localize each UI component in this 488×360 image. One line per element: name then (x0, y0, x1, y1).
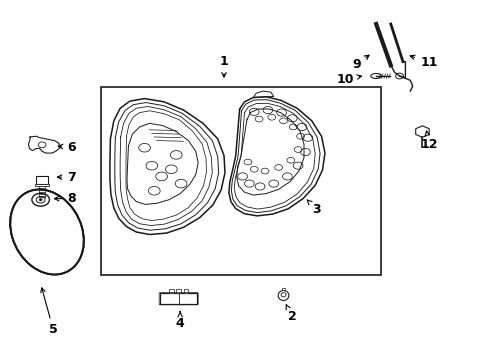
Bar (168, 289, 173, 293)
Text: 7: 7 (57, 171, 76, 184)
Text: 9: 9 (352, 55, 368, 71)
Text: 2: 2 (285, 305, 296, 324)
Text: 12: 12 (419, 131, 437, 150)
Ellipse shape (370, 73, 381, 78)
Ellipse shape (281, 293, 285, 297)
Ellipse shape (278, 291, 288, 301)
Text: 8: 8 (54, 192, 76, 205)
Bar (160, 293, 197, 304)
Text: 11: 11 (409, 55, 437, 69)
Text: 10: 10 (336, 73, 361, 86)
Bar (35, 184, 49, 186)
Bar (176, 289, 181, 293)
Text: 4: 4 (175, 311, 184, 330)
Circle shape (39, 199, 42, 201)
Bar (101, 87, 380, 275)
Bar (281, 288, 285, 291)
Text: 5: 5 (41, 288, 58, 336)
Text: 3: 3 (306, 200, 320, 216)
Text: 1: 1 (219, 55, 228, 77)
Text: 6: 6 (58, 140, 76, 153)
Bar (36, 176, 48, 184)
Bar (183, 289, 188, 293)
